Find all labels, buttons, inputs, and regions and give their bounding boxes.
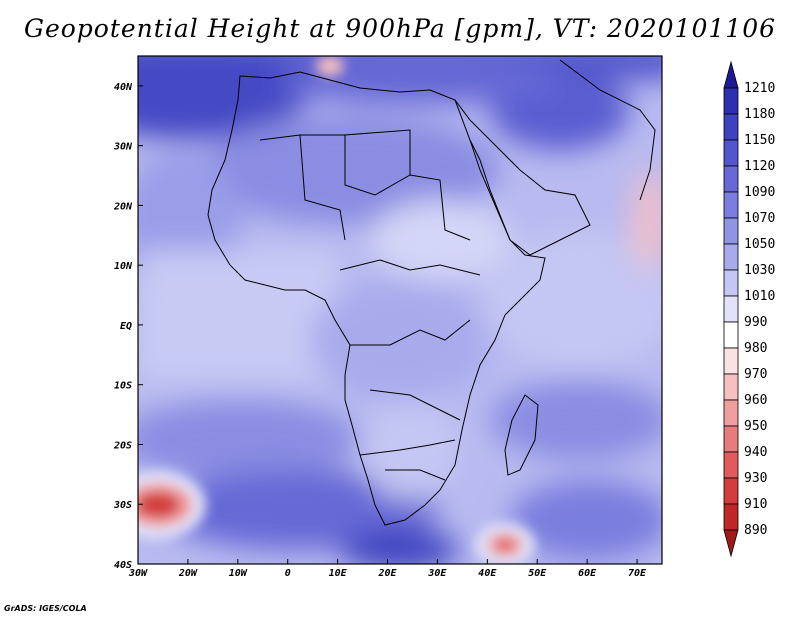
colorbar-label: 980 xyxy=(744,341,767,356)
lon-tick-label: 50E xyxy=(528,568,547,579)
colorbar-swatch xyxy=(723,529,739,558)
latitude-ticks: 40N 30N 20N 10N EQ 10S 20S 30S 40S xyxy=(113,82,143,571)
colorbar-swatch xyxy=(723,425,739,453)
lat-tick-label: 10S xyxy=(114,381,132,392)
colorbar-label: 1050 xyxy=(744,237,775,252)
lon-tick-label: 70E xyxy=(628,568,647,579)
lat-tick-label: 20N xyxy=(113,201,133,212)
colorbar-swatch xyxy=(723,347,739,375)
colorbar-swatch xyxy=(723,269,739,297)
colorbar-swatch xyxy=(723,165,739,193)
colorbar-label: 930 xyxy=(744,471,767,486)
lon-tick-label: 60E xyxy=(578,568,597,579)
colorbar: 1210 1180 1150 1120 1090 1070 1050 1030 1010 990 9… xyxy=(723,60,775,558)
colorbar-swatch xyxy=(723,373,739,401)
lon-tick-label: 30E xyxy=(427,568,447,579)
colorbar-swatch xyxy=(723,451,739,479)
colorbar-swatch xyxy=(723,399,739,427)
colorbar-swatch xyxy=(723,217,739,245)
colorbar-label: 1010 xyxy=(744,289,775,304)
colorbar-swatch xyxy=(723,477,739,505)
lon-tick-label: 10E xyxy=(329,568,348,579)
colorbar-label: 1150 xyxy=(744,133,775,148)
lon-tick-label: 30W xyxy=(128,568,148,579)
lat-tick-label: 40N xyxy=(114,82,133,93)
colorbar-label: 960 xyxy=(744,393,767,408)
lat-tick-label: 40S xyxy=(114,560,132,571)
colorbar-swatch xyxy=(723,87,739,115)
colorbar-swatch xyxy=(723,60,739,89)
map-frame xyxy=(137,55,663,565)
colorbar-label: 970 xyxy=(744,367,767,382)
height-field xyxy=(138,56,662,564)
lon-tick-label: 20E xyxy=(377,568,397,579)
longitude-ticks: 30W 20W 10W 0 10E 20E 30E 40E 50E 60E 70E xyxy=(128,559,647,579)
colorbar-swatch xyxy=(723,503,739,531)
lon-tick-label: 0 xyxy=(285,568,291,579)
colorbar-label: 990 xyxy=(744,315,767,330)
colorbar-label: 940 xyxy=(744,445,767,460)
lat-tick-label: 30N xyxy=(113,142,133,153)
colorbar-label: 1210 xyxy=(744,81,775,96)
colorbar-label: 1120 xyxy=(744,159,775,174)
colorbar-label: 1070 xyxy=(744,211,775,226)
colorbar-swatch xyxy=(723,243,739,271)
lat-tick-label: EQ xyxy=(120,321,132,332)
colorbar-label: 1030 xyxy=(744,263,775,278)
colorbar-label: 950 xyxy=(744,419,767,434)
footer-credit: GrADS: IGES/COLA xyxy=(4,604,87,613)
colorbar-swatch xyxy=(723,321,739,349)
lat-tick-label: 10N xyxy=(114,261,133,272)
colorbar-label: 890 xyxy=(744,523,767,538)
colorbar-label: 1090 xyxy=(744,185,775,200)
lon-tick-label: 10W xyxy=(229,568,248,579)
colorbar-swatch xyxy=(723,139,739,167)
colorbar-swatch xyxy=(723,191,739,219)
lat-tick-label: 30S xyxy=(113,500,132,511)
map-title: Geopotential Height at 900hPa [gpm], VT:… xyxy=(23,14,777,43)
lon-tick-label: 40E xyxy=(478,568,497,579)
lat-tick-label: 20S xyxy=(113,440,132,451)
colorbar-label: 1180 xyxy=(744,107,775,122)
coastlines xyxy=(207,59,656,526)
colorbar-label: 910 xyxy=(744,497,767,512)
lon-tick-label: 20W xyxy=(178,568,198,579)
colorbar-swatch xyxy=(723,295,739,323)
colorbar-swatch xyxy=(723,113,739,141)
